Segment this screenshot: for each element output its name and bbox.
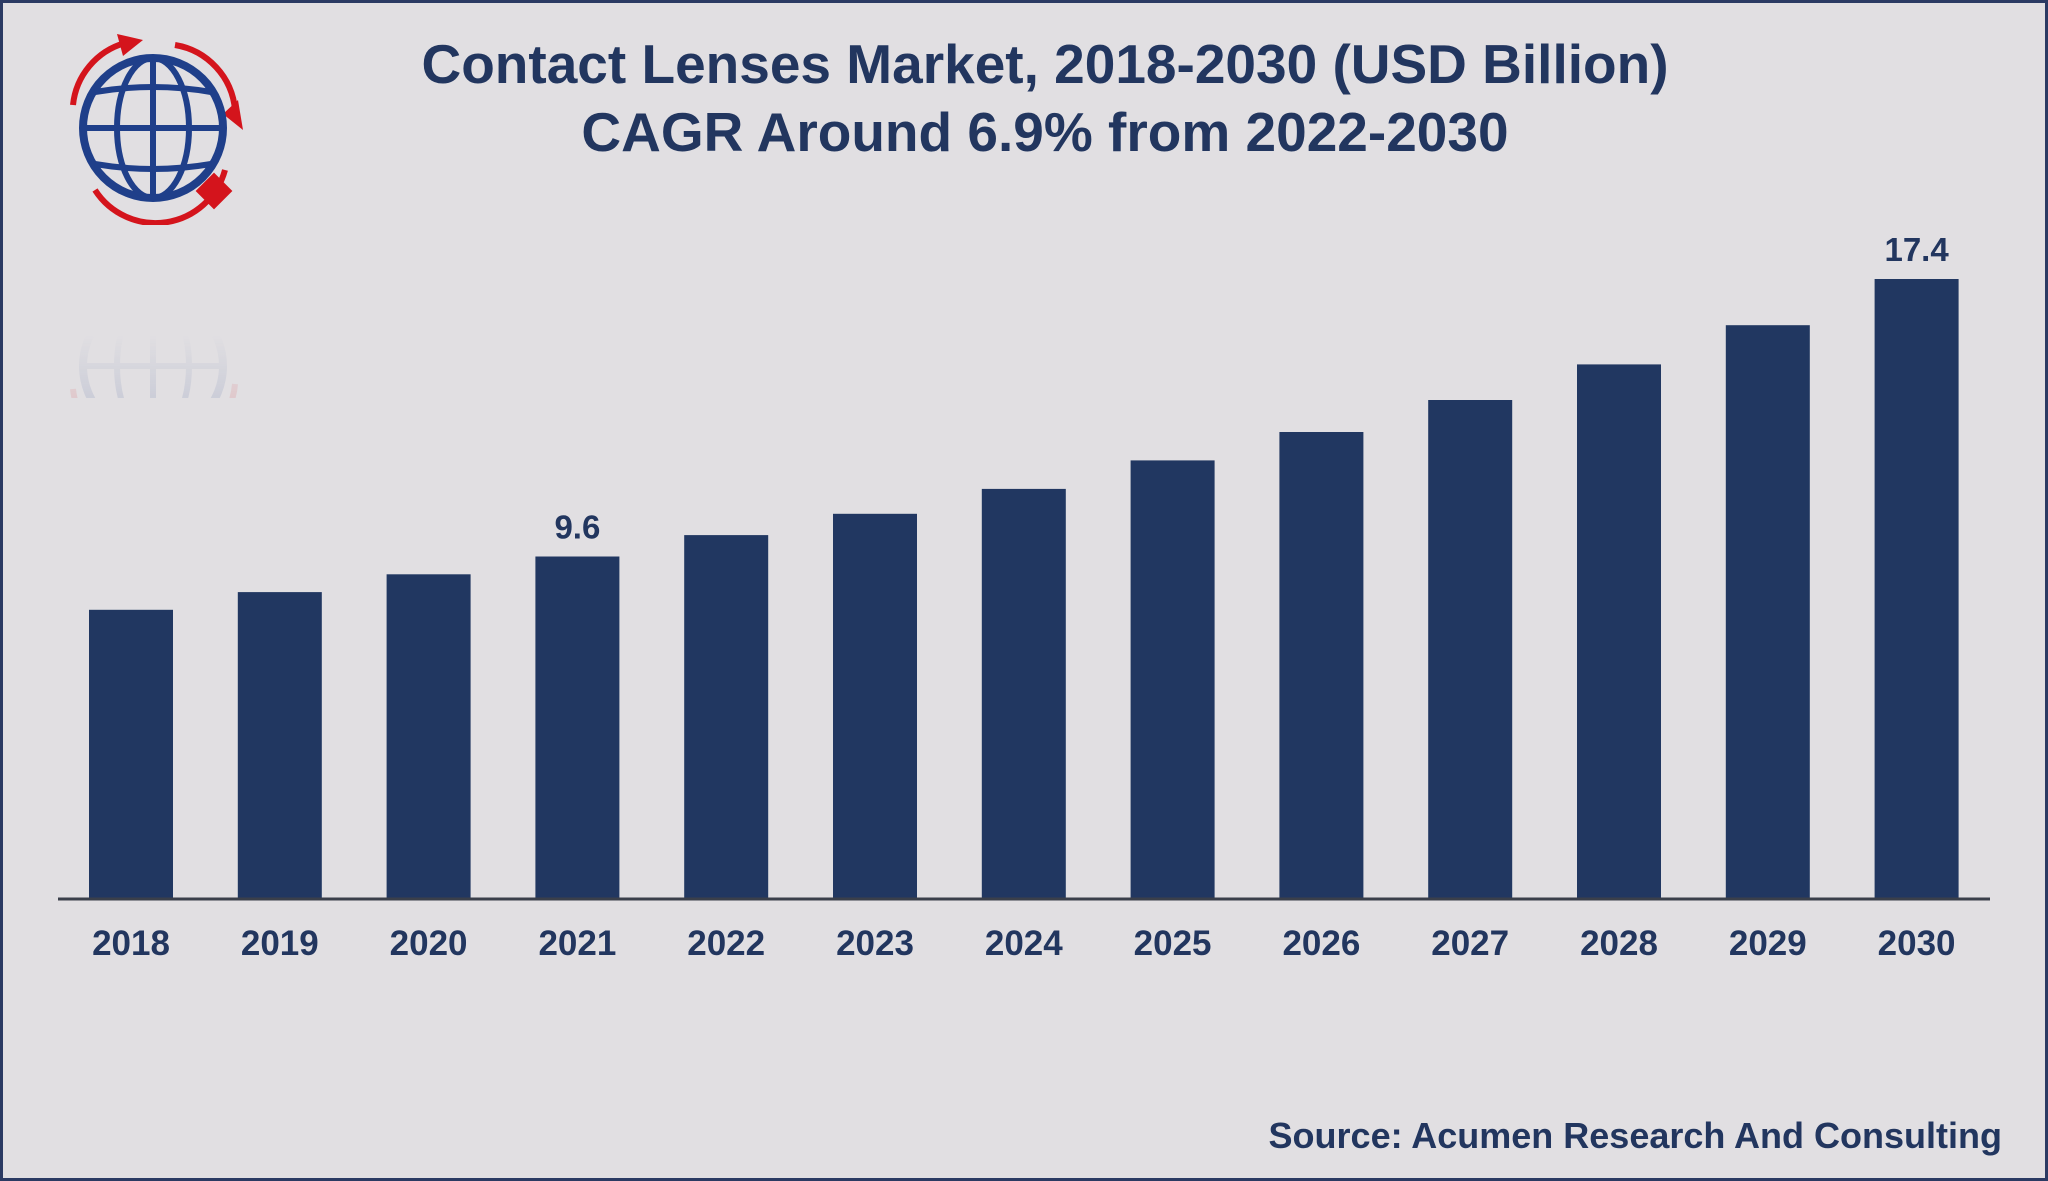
bar-2025 xyxy=(1130,460,1215,898)
source-note: Source: Acumen Research And Consulting xyxy=(1268,1115,2002,1156)
bar-2027 xyxy=(1428,400,1513,898)
bar-2030 xyxy=(1874,279,1959,898)
bar-2022 xyxy=(684,535,769,898)
data-label-2030: 17.4 xyxy=(1884,231,1949,268)
chart-title: Contact Lenses Market, 2018-2030 (USD Bi… xyxy=(421,33,1669,95)
bar-2026 xyxy=(1279,432,1364,898)
data-label-2021: 9.6 xyxy=(554,509,600,546)
x-tick-label: 2025 xyxy=(1134,924,1212,963)
x-tick-label: 2029 xyxy=(1729,924,1807,963)
x-tick-label: 2030 xyxy=(1878,924,1956,963)
bar-2020 xyxy=(386,574,471,898)
x-tick-label: 2019 xyxy=(241,924,319,963)
bar-2023 xyxy=(833,513,917,898)
bar-2024 xyxy=(981,488,1066,898)
x-tick-label: 2024 xyxy=(985,924,1063,963)
x-tick-label: 2020 xyxy=(390,924,468,963)
x-tick-label: 2023 xyxy=(836,924,914,963)
chart-subtitle: CAGR Around 6.9% from 2022-2030 xyxy=(581,101,1509,163)
x-tick-label: 2021 xyxy=(538,924,616,963)
x-tick-label: 2022 xyxy=(687,924,765,963)
bar-2018 xyxy=(89,609,173,898)
x-tick-label: 2027 xyxy=(1431,924,1509,963)
x-tick-label: 2026 xyxy=(1282,924,1360,963)
x-tick-label: 2028 xyxy=(1580,924,1658,963)
globe-logo-icon xyxy=(55,30,255,230)
bar-2019 xyxy=(237,592,322,898)
bar-2021 xyxy=(535,556,620,898)
bar-2029 xyxy=(1725,325,1810,898)
bar-2028 xyxy=(1577,364,1661,898)
x-tick-label: 2018 xyxy=(92,924,170,963)
